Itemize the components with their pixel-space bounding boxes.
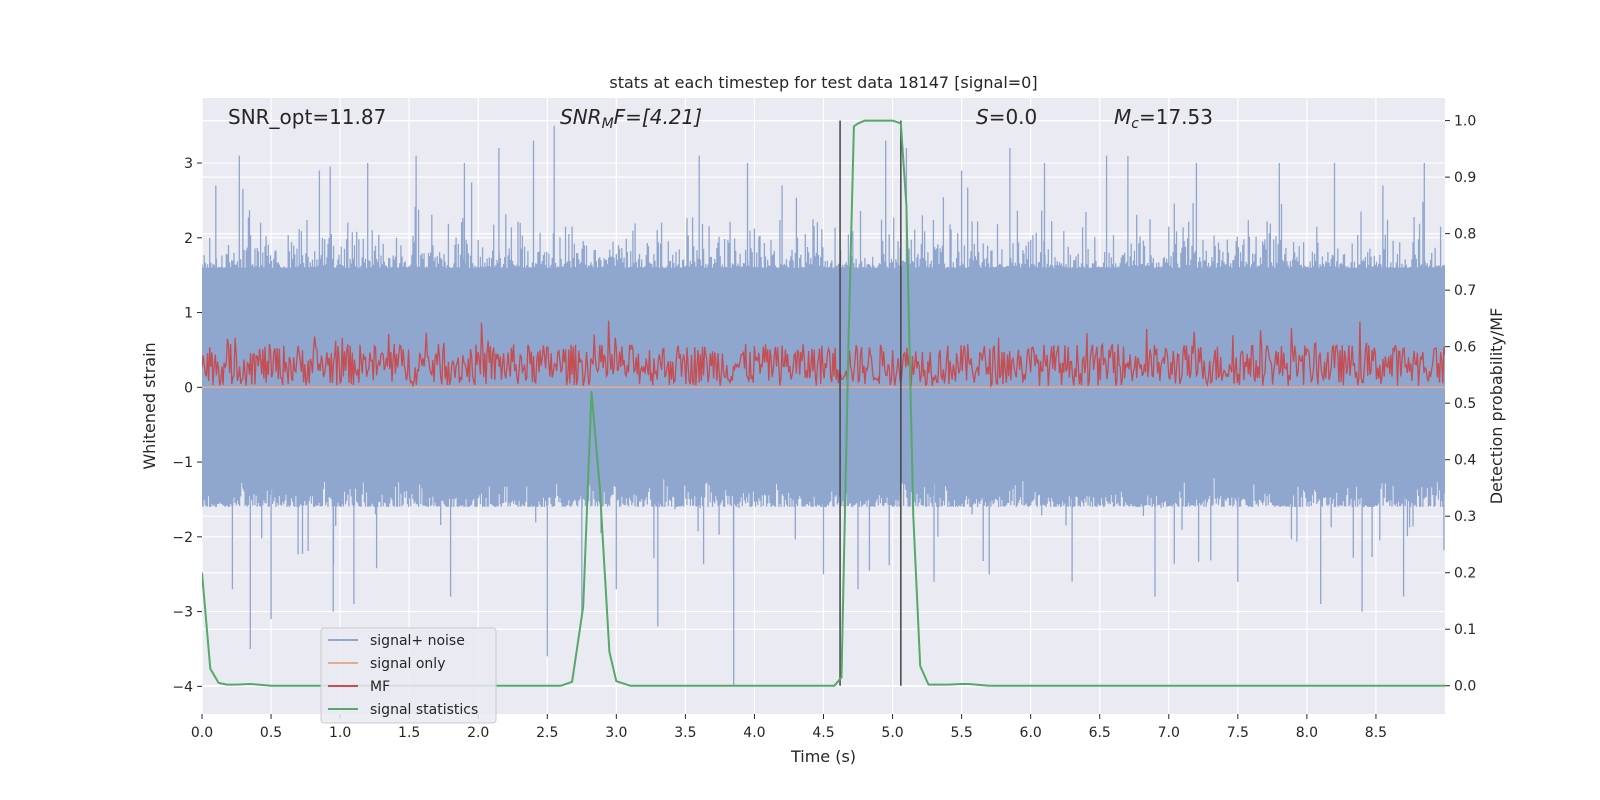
y-axis-label: Whitened strain bbox=[140, 342, 159, 469]
annotation-mc: Mc=17.53 bbox=[1114, 105, 1213, 132]
annotation-mc-base: M bbox=[1114, 105, 1131, 129]
y-axis-ticks: −4 −3 −2 −1 0 1 2 3 bbox=[172, 156, 202, 695]
x-tick-label-12: 6.0 bbox=[1020, 725, 1042, 741]
annotation-snr-mf: SNRMF=[4.21] bbox=[560, 105, 702, 132]
y2-tick-label-7: 0.7 bbox=[1454, 283, 1476, 299]
legend-label-signal-statistics: signal statistics bbox=[370, 702, 478, 718]
x-tick-label-13: 6.5 bbox=[1089, 725, 1111, 741]
legend-label-signal-only: signal only bbox=[370, 656, 445, 672]
x-tick-label-3: 1.5 bbox=[398, 725, 420, 741]
legend: signal+ noise signal only MF signal stat… bbox=[320, 627, 497, 724]
y2-tick-label-0: 0.0 bbox=[1454, 679, 1476, 695]
y2-tick-label-5: 0.5 bbox=[1454, 396, 1476, 412]
annotation-mc-sub: c bbox=[1131, 116, 1139, 132]
x-tick-label-9: 4.5 bbox=[812, 725, 834, 741]
y2-tick-label-9: 0.9 bbox=[1454, 170, 1476, 186]
annotation-s: S=0.0 bbox=[976, 105, 1037, 129]
annotation-s-var: S bbox=[976, 105, 989, 129]
x-tick-label-2: 1.0 bbox=[329, 725, 351, 741]
y-tick-label-3: −1 bbox=[172, 455, 193, 471]
y-tick-label-5: 1 bbox=[184, 306, 193, 322]
y-tick-label-6: 2 bbox=[184, 231, 193, 247]
x-tick-label-14: 7.0 bbox=[1158, 725, 1180, 741]
x-tick-label-7: 3.5 bbox=[674, 725, 696, 741]
y-tick-label-1: −3 bbox=[172, 605, 193, 621]
annotation-snr-mf-sub: M bbox=[602, 116, 614, 132]
x-tick-label-5: 2.5 bbox=[536, 725, 558, 741]
chart-title: stats at each timestep for test data 181… bbox=[609, 73, 1037, 92]
annotation-snr-mf-rest: F=[4.21] bbox=[614, 105, 702, 129]
annotation-s-rest: =0.0 bbox=[989, 105, 1038, 129]
x-tick-label-4: 2.0 bbox=[467, 725, 489, 741]
x-tick-label-10: 5.0 bbox=[881, 725, 903, 741]
y2-tick-label-8: 0.8 bbox=[1454, 227, 1476, 243]
legend-box bbox=[320, 627, 497, 724]
y2-tick-label-1: 0.1 bbox=[1454, 622, 1476, 638]
x-tick-label-8: 4.0 bbox=[743, 725, 765, 741]
x-tick-label-11: 5.5 bbox=[950, 725, 972, 741]
annotation-snr-mf-base: SNR bbox=[560, 105, 602, 129]
annotation-mc-rest: =17.53 bbox=[1139, 105, 1213, 129]
legend-label-signal-noise: signal+ noise bbox=[370, 633, 465, 649]
x-axis-label: Time (s) bbox=[790, 747, 856, 766]
y2-axis-label: Detection probability/MF bbox=[1487, 308, 1506, 505]
legend-label-mf: MF bbox=[370, 679, 390, 695]
y2-tick-label-3: 0.3 bbox=[1454, 509, 1476, 525]
y-tick-label-7: 3 bbox=[184, 156, 193, 172]
x-axis-ticks: 0.0 0.5 1.0 1.5 2.0 2.5 3.0 3.5 4.0 4.5 5.0 5.5 6.0 6… bbox=[191, 714, 1387, 741]
annotation-snr-opt: SNR_opt=11.87 bbox=[228, 105, 386, 129]
x-tick-label-1: 0.5 bbox=[260, 725, 282, 741]
y-tick-label-4: 0 bbox=[184, 380, 193, 396]
x-tick-label-16: 8.0 bbox=[1296, 725, 1318, 741]
x-tick-label-15: 7.5 bbox=[1227, 725, 1249, 741]
x-tick-label-17: 8.5 bbox=[1365, 725, 1387, 741]
y2-tick-label-6: 0.6 bbox=[1454, 340, 1476, 356]
series-signal-statistics bbox=[202, 119, 1445, 687]
y-tick-label-0: −4 bbox=[172, 679, 193, 695]
y2-axis-ticks: 0.0 0.1 0.2 0.3 0.4 0.5 0.6 0.7 0.8 0.9 1.0 bbox=[1445, 114, 1476, 695]
series-mf bbox=[202, 320, 1445, 389]
y2-tick-label-4: 0.4 bbox=[1454, 453, 1476, 469]
x-tick-label-6: 3.0 bbox=[605, 725, 627, 741]
y2-tick-label-10: 1.0 bbox=[1454, 114, 1476, 130]
data-layer bbox=[202, 119, 1445, 687]
y2-tick-label-2: 0.2 bbox=[1454, 566, 1476, 582]
y-tick-label-2: −2 bbox=[172, 530, 193, 546]
x-tick-label-0: 0.0 bbox=[191, 725, 213, 741]
